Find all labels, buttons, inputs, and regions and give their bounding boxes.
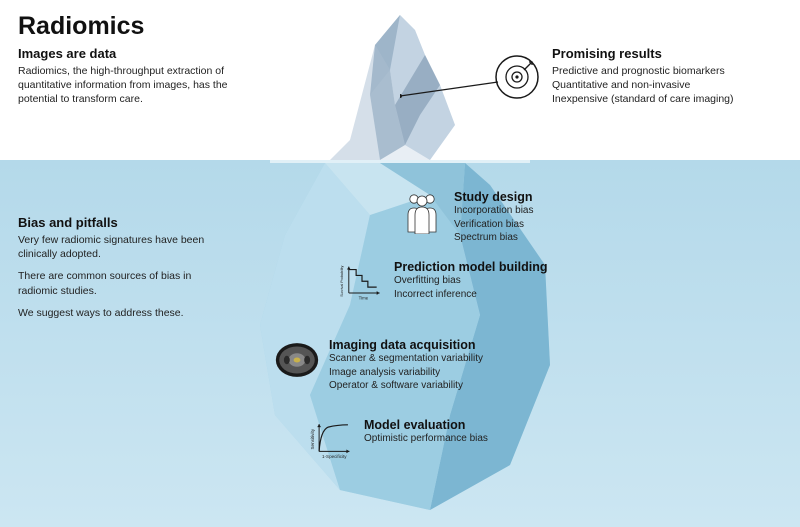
study-design-lines: Incorporation bias Verification bias Spe… [454,204,534,245]
imaging-data-heading: Imaging data acquisition [329,338,483,352]
images-are-data-body: Radiomics, the high-throughput extractio… [18,64,238,107]
prediction-model-section: Time Survival Probability Prediction mod… [340,260,547,304]
prediction-model-heading: Prediction model building [394,260,547,274]
ct-scan-icon [275,338,319,382]
model-evaluation-heading: Model evaluation [364,418,488,432]
page-title: Radiomics [18,12,144,41]
imaging-data-lines: Scanner & segmentation variability Image… [329,352,483,393]
svg-text:1-Specificity: 1-Specificity [322,454,347,459]
people-icon [400,190,444,234]
roc-curve-icon: 1-Specificity Sensitivity [310,418,354,462]
study-design-heading: Study design [454,190,534,204]
svg-text:Time: Time [359,296,369,301]
svg-text:Survival Probability: Survival Probability [340,266,344,297]
km-curve-icon: Time Survival Probability [340,260,384,304]
images-are-data-block: Images are data Radiomics, the high-thro… [18,46,238,107]
promising-results-heading: Promising results [552,46,782,61]
model-evaluation-section: 1-Specificity Sensitivity Model evaluati… [310,418,488,462]
bias-pitfalls-body: Very few radiomic signatures have been c… [18,233,228,320]
imaging-data-section: Imaging data acquisition Scanner & segme… [275,338,483,393]
study-design-section: Study design Incorporation bias Verifica… [400,190,534,245]
promising-results-block: Promising results Predictive and prognos… [552,46,782,107]
bias-pitfalls-block: Bias and pitfalls Very few radiomic sign… [18,215,228,328]
prediction-model-lines: Overfitting bias Incorrect inference [394,274,547,301]
images-are-data-heading: Images are data [18,46,238,61]
model-evaluation-lines: Optimistic performance bias [364,432,488,446]
target-icon [494,54,540,100]
bias-pitfalls-heading: Bias and pitfalls [18,215,228,230]
promising-results-lines: Predictive and prognostic biomarkers Qua… [552,64,782,107]
svg-text:Sensitivity: Sensitivity [310,428,315,449]
